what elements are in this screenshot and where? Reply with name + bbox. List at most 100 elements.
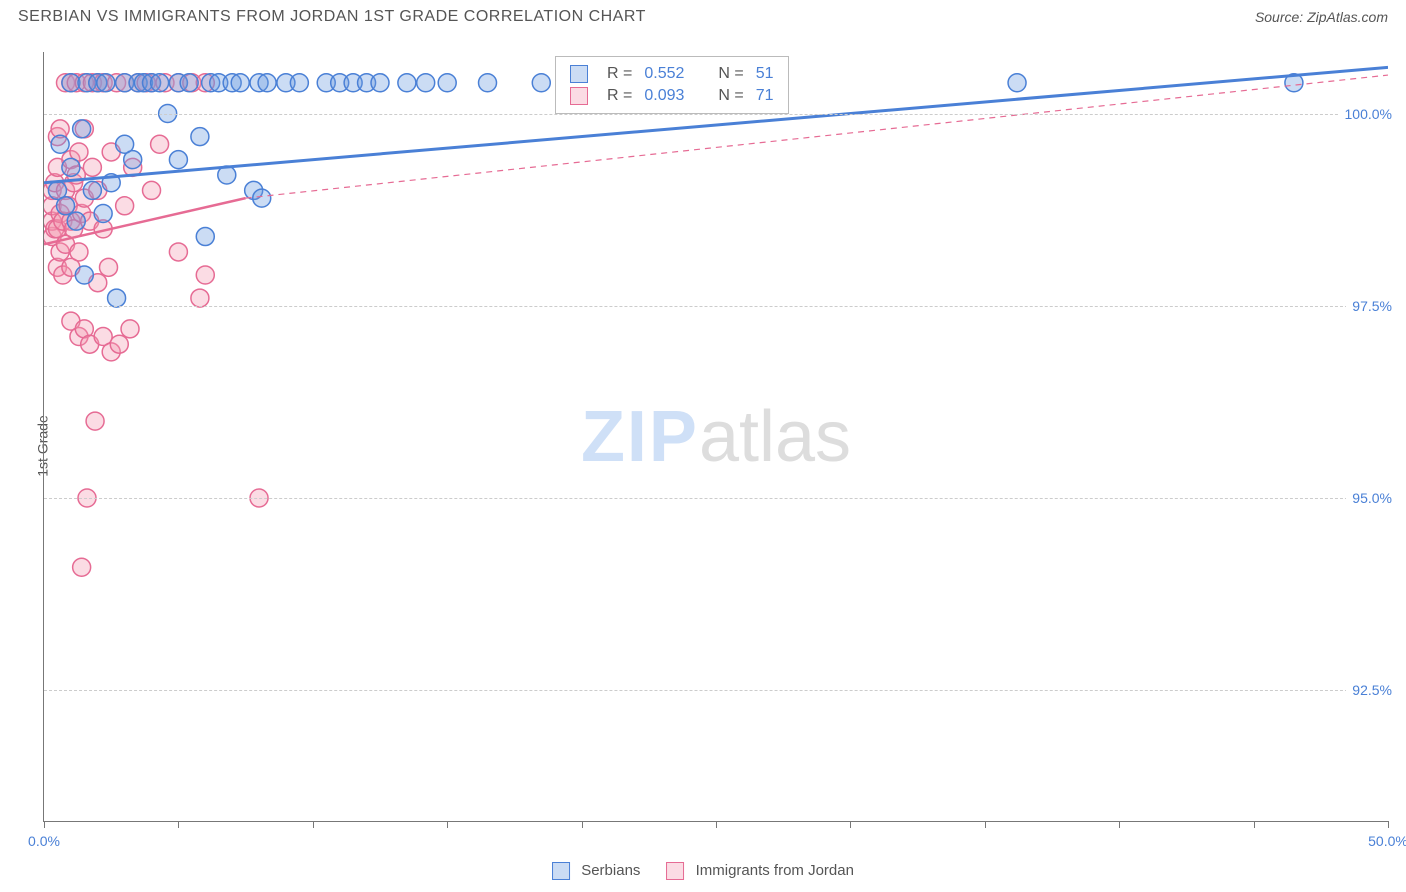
scatter-point (51, 243, 69, 261)
scatter-point (438, 74, 456, 92)
x-tick (447, 821, 448, 828)
x-tick (1119, 821, 1120, 828)
scatter-point (196, 74, 214, 92)
scatter-point (169, 74, 187, 92)
scatter-point (89, 74, 107, 92)
scatter-point (67, 166, 85, 184)
plot-box: ZIPatlas 92.5%95.0%97.5%100.0%0.0%50.0% (43, 52, 1388, 822)
scatter-point (532, 74, 550, 92)
scatter-point (67, 212, 85, 230)
stats-row-serbians: R = 0.552 N = 51 (570, 63, 774, 85)
watermark-atlas: atlas (699, 397, 851, 477)
scatter-point (134, 74, 152, 92)
scatter-point (210, 74, 228, 92)
swatch-jordan-icon (666, 862, 684, 880)
scatter-point (48, 181, 66, 199)
scatter-point (89, 74, 107, 92)
scatter-point (358, 74, 376, 92)
gridline-h (44, 306, 1388, 307)
x-tick (582, 821, 583, 828)
scatter-point (57, 235, 75, 253)
scatter-point (51, 120, 69, 138)
scatter-point (97, 74, 115, 92)
scatter-point (344, 74, 362, 92)
scatter-point (65, 220, 83, 238)
watermark-zip: ZIP (581, 397, 699, 477)
y-tick-label: 97.5% (1346, 298, 1392, 314)
scatter-point (129, 74, 147, 92)
stats-n-jordan: 71 (756, 87, 774, 105)
scatter-point (70, 328, 88, 346)
scatter-point (59, 197, 77, 215)
x-tick (313, 821, 314, 828)
scatter-point (191, 128, 209, 146)
scatter-point (57, 181, 75, 199)
scatter-point (67, 74, 85, 92)
chart-svg (44, 52, 1388, 821)
scatter-point (116, 74, 134, 92)
stats-label-n: N = (718, 87, 743, 105)
scatter-point (169, 74, 187, 92)
gridline-h (44, 498, 1388, 499)
scatter-point (371, 74, 389, 92)
scatter-point (94, 204, 112, 222)
scatter-point (102, 143, 120, 161)
scatter-point (116, 74, 134, 92)
legend-item-jordan: Immigrants from Jordan (666, 862, 854, 880)
scatter-point (54, 266, 72, 284)
scatter-point (48, 128, 66, 146)
scatter-point (331, 74, 349, 92)
scatter-point (121, 320, 139, 338)
scatter-point (258, 74, 276, 92)
scatter-point (124, 151, 142, 169)
scatter-point (86, 412, 104, 430)
scatter-point (44, 197, 61, 215)
scatter-point (62, 212, 80, 230)
scatter-point (44, 228, 61, 246)
scatter-point (83, 158, 101, 176)
scatter-point (417, 74, 435, 92)
scatter-point (75, 320, 93, 338)
x-tick-label: 0.0% (28, 833, 60, 849)
scatter-point (51, 135, 69, 153)
legend-label-serbians: Serbians (581, 862, 640, 879)
scatter-point (70, 243, 88, 261)
scatter-point (94, 220, 112, 238)
legend-bottom: Serbians Immigrants from Jordan (552, 862, 854, 880)
scatter-point (44, 181, 61, 199)
scatter-point (89, 274, 107, 292)
scatter-point (73, 204, 91, 222)
swatch-serbians-icon (552, 862, 570, 880)
swatch-jordan-icon (570, 87, 588, 105)
scatter-point (253, 189, 271, 207)
scatter-point (48, 158, 66, 176)
x-tick-label: 50.0% (1368, 833, 1406, 849)
scatter-point (44, 212, 61, 230)
source-attribution: Source: ZipAtlas.com (1255, 9, 1388, 25)
scatter-point (1285, 74, 1303, 92)
scatter-point (102, 343, 120, 361)
scatter-point (48, 220, 66, 238)
x-tick (178, 821, 179, 828)
scatter-point (180, 74, 198, 92)
scatter-point (62, 258, 80, 276)
scatter-point (1008, 74, 1026, 92)
scatter-point (231, 74, 249, 92)
scatter-point (223, 74, 241, 92)
scatter-point (75, 266, 93, 284)
scatter-point (70, 143, 88, 161)
scatter-point (250, 74, 268, 92)
scatter-point (46, 220, 64, 238)
trend-line (246, 75, 1388, 198)
scatter-point (73, 120, 91, 138)
scatter-point (83, 181, 101, 199)
scatter-point (151, 74, 169, 92)
stats-n-serbians: 51 (756, 65, 774, 83)
scatter-point (75, 189, 93, 207)
scatter-point (137, 74, 155, 92)
scatter-point (81, 335, 99, 353)
scatter-point (191, 289, 209, 307)
scatter-point (202, 74, 220, 92)
x-tick (716, 821, 717, 828)
scatter-point (54, 212, 72, 230)
